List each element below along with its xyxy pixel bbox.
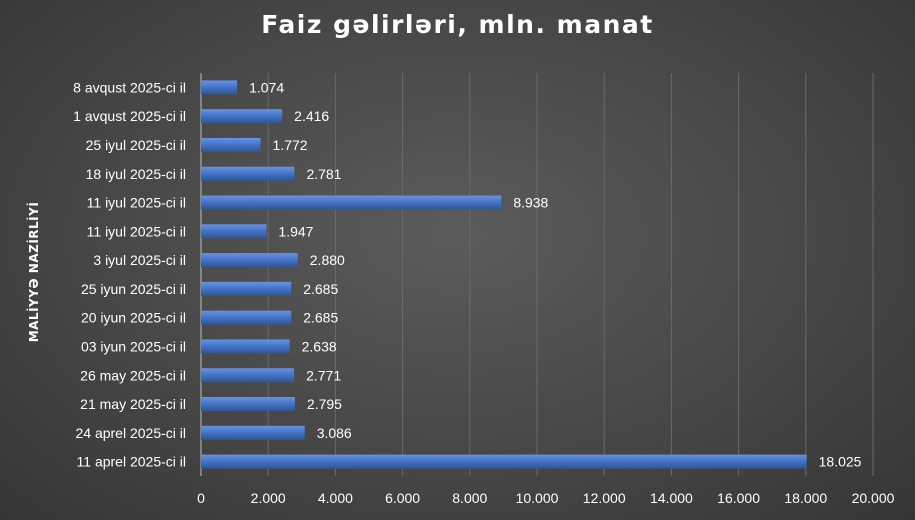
data-label: 2.880	[310, 252, 345, 268]
data-label: 2.685	[303, 310, 338, 326]
grid-lines	[200, 73, 874, 476]
x-tick-label: 6.000	[385, 490, 420, 506]
category-label: 18 iyul 2025-ci il	[86, 166, 186, 182]
category-label: 03 iyun 2025-ci il	[81, 338, 186, 354]
category-label: 1 avqust 2025-ci il	[73, 108, 186, 124]
data-label: 2.795	[307, 396, 342, 412]
data-label: 3.086	[317, 425, 352, 441]
category-label: 26 may 2025-ci il	[80, 367, 186, 383]
bar	[201, 454, 807, 469]
data-label: 1.947	[278, 223, 313, 239]
x-tick-label: 18.000	[784, 490, 827, 506]
bar	[201, 253, 298, 268]
data-label: 1.074	[249, 79, 284, 95]
bar	[201, 339, 290, 354]
bar	[201, 166, 295, 181]
bar	[201, 368, 295, 383]
category-label: 25 iyul 2025-ci il	[86, 137, 186, 153]
data-label: 8.938	[513, 195, 548, 211]
data-label: 2.638	[302, 338, 337, 354]
bar	[201, 310, 292, 325]
x-tick-label: 14.000	[650, 490, 693, 506]
bar	[201, 80, 238, 95]
bar	[201, 425, 305, 440]
bar	[201, 224, 267, 239]
labels: 0 2.000 4.000 6.000 8.000 10.000 12.000 14.000 1…	[73, 79, 894, 506]
x-tick-label: 2.000	[251, 490, 286, 506]
x-tick-label: 4.000	[318, 490, 353, 506]
category-label: 25 iyun 2025-ci il	[81, 281, 186, 297]
category-label: 20 iyun 2025-ci il	[81, 310, 186, 326]
x-tick-label: 20.000	[852, 490, 895, 506]
x-tick-label: 0	[197, 490, 205, 506]
bar	[201, 195, 502, 210]
category-label: 8 avqust 2025-ci il	[73, 79, 186, 95]
bar	[201, 397, 295, 412]
category-label: 21 may 2025-ci il	[80, 396, 186, 412]
data-label: 18.025	[819, 454, 862, 470]
category-label: 11 aprel 2025-ci il	[77, 454, 186, 470]
bar	[201, 109, 283, 124]
bars	[201, 80, 807, 469]
category-label: 3 iyul 2025-ci il	[93, 252, 186, 268]
x-tick-label: 16.000	[717, 490, 760, 506]
chart-title: Faiz gəlirləri, mln. manat	[261, 10, 654, 39]
x-tick-label: 12.000	[583, 490, 626, 506]
data-label: 2.685	[303, 281, 338, 297]
y-axis-title: MALİYYƏ NAZİRLİYİ	[26, 202, 41, 343]
category-label: 11 iyul 2025-ci il	[87, 195, 186, 211]
data-label: 2.771	[306, 367, 341, 383]
category-label: 11 iyul 2025-ci il	[87, 223, 186, 239]
data-label: 1.772	[273, 137, 308, 153]
x-tick-label: 10.000	[516, 490, 559, 506]
bar	[201, 281, 292, 296]
bar	[201, 137, 261, 152]
data-label: 2.781	[306, 166, 341, 182]
data-label: 2.416	[294, 108, 329, 124]
category-label: 24 aprel 2025-ci il	[75, 425, 186, 441]
x-tick-label: 8.000	[452, 490, 487, 506]
